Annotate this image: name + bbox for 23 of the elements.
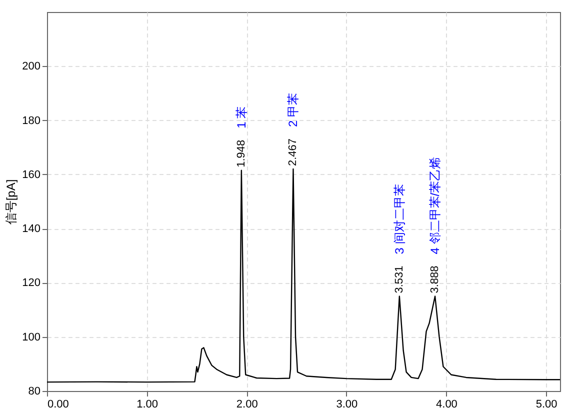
- x-tick-label: 5.00: [536, 398, 558, 410]
- y-tick-label: 160: [22, 168, 40, 181]
- x-tick-label: 0.00: [48, 398, 69, 410]
- x-tick-label: 3.00: [336, 398, 358, 410]
- y-tick-label: 100: [22, 331, 40, 344]
- y-tick-label: 200: [22, 60, 40, 73]
- y-tick-label: 80: [28, 386, 40, 398]
- annotation: 3.531: [393, 266, 406, 294]
- annotation: 2.467: [287, 138, 300, 166]
- y-tick-label: 120: [22, 277, 40, 290]
- y-tick-label: 140: [22, 223, 40, 236]
- x-tick-label: 4.00: [436, 398, 458, 410]
- line-series: [47, 168, 560, 383]
- y-tick-label: 180: [22, 114, 40, 127]
- annotation: 4 邻二甲苯/苯乙烯: [428, 156, 442, 254]
- annotation: 3 间对二甲苯: [392, 184, 406, 254]
- y-axis-title: 信号[pA]: [4, 179, 18, 225]
- x-tick-label: 2.00: [236, 398, 258, 410]
- x-tick-label: 1.00: [136, 398, 158, 410]
- annotation: 2 甲苯: [286, 93, 300, 128]
- annotation: 3.888: [429, 266, 442, 294]
- annotation: 1 苯: [234, 106, 248, 128]
- annotation: 1.948: [235, 140, 248, 168]
